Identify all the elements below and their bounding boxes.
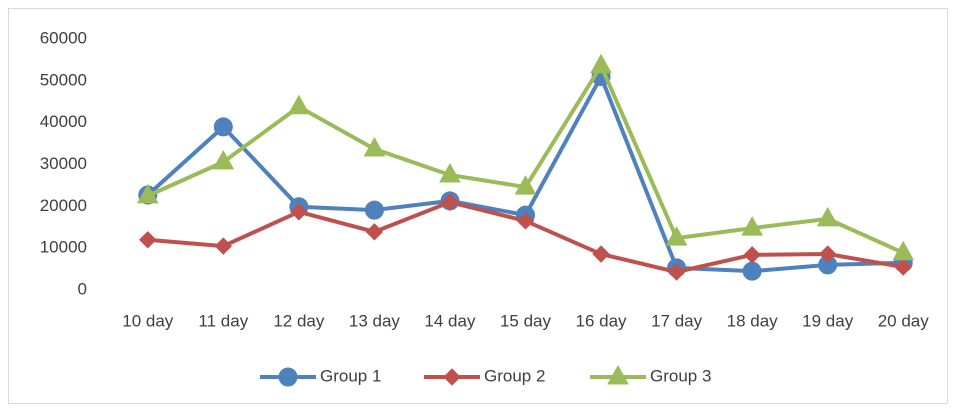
data-point bbox=[741, 216, 763, 236]
legend-label: Group 2 bbox=[484, 366, 545, 385]
data-point bbox=[592, 245, 610, 263]
data-point bbox=[818, 245, 837, 263]
data-point bbox=[516, 212, 535, 230]
data-point bbox=[214, 237, 233, 255]
y-tick-label: 60000 bbox=[40, 28, 87, 47]
x-tick-label: 19 day bbox=[802, 311, 854, 330]
x-tick-label: 15 day bbox=[500, 311, 552, 330]
data-point bbox=[894, 258, 912, 276]
x-tick-label: 13 day bbox=[349, 311, 401, 330]
legend-marker bbox=[607, 364, 629, 385]
y-tick-label: 50000 bbox=[40, 70, 87, 89]
data-point bbox=[212, 149, 235, 170]
data-point bbox=[743, 246, 761, 264]
data-point bbox=[441, 193, 459, 211]
data-point bbox=[288, 94, 310, 115]
data-point bbox=[892, 240, 915, 261]
data-point bbox=[439, 162, 461, 183]
data-point bbox=[363, 136, 386, 157]
data-point bbox=[290, 203, 308, 221]
x-tick-label: 14 day bbox=[424, 311, 476, 330]
data-point bbox=[514, 175, 537, 195]
legend-label: Group 3 bbox=[650, 366, 711, 385]
data-point bbox=[213, 117, 233, 137]
data-point bbox=[139, 231, 157, 249]
x-tick-label: 10 day bbox=[122, 311, 174, 330]
y-tick-label: 20000 bbox=[40, 196, 87, 215]
data-point bbox=[365, 223, 384, 241]
data-point bbox=[665, 226, 688, 246]
x-tick-label: 18 day bbox=[727, 311, 779, 330]
data-point bbox=[364, 200, 384, 220]
data-point bbox=[136, 183, 159, 204]
data-point bbox=[742, 261, 762, 281]
data-point bbox=[816, 206, 839, 227]
x-tick-label: 11 day bbox=[198, 311, 248, 330]
x-tick-label: 12 day bbox=[273, 311, 325, 330]
data-point bbox=[590, 53, 612, 74]
y-tick-label: 0 bbox=[78, 279, 87, 298]
legend-marker bbox=[443, 368, 461, 386]
y-tick-label: 10000 bbox=[40, 238, 87, 257]
x-tick-label: 16 day bbox=[576, 311, 628, 330]
legend-label: Group 1 bbox=[320, 366, 381, 385]
x-tick-label: 17 day bbox=[651, 311, 703, 330]
y-tick-label: 40000 bbox=[40, 112, 87, 131]
data-point bbox=[667, 263, 686, 281]
y-tick-label: 30000 bbox=[40, 154, 87, 173]
legend-marker bbox=[278, 367, 298, 387]
x-tick-label: 20 day bbox=[878, 311, 930, 330]
